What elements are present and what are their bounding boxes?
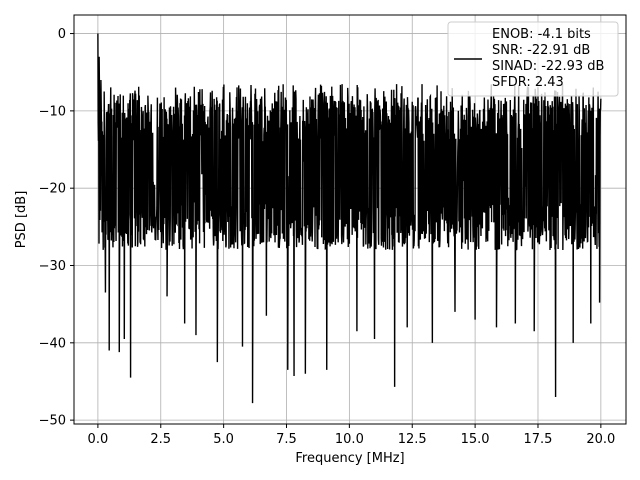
y-tick-label: −50 — [39, 414, 66, 429]
x-tick-label: 15.0 — [461, 432, 490, 447]
plot-frame — [73, 14, 627, 425]
x-tick-label: 2.5 — [150, 432, 171, 447]
y-axis-ticks: 0 −10 −20 −30 −40 −50 — [39, 27, 74, 429]
legend-entry-enob: ENOB: -4.1 bits — [492, 27, 591, 42]
legend: ENOB: -4.1 bits SNR: -22.91 dB SINAD: -2… — [447, 21, 619, 97]
legend-entry-snr: SNR: -22.91 dB — [492, 43, 590, 58]
x-tick-label: 17.5 — [524, 432, 553, 447]
x-tick-label: 5.0 — [213, 432, 234, 447]
x-tick-label: 12.5 — [398, 432, 427, 447]
x-tick-label: 20.0 — [586, 432, 615, 447]
y-tick-label: −30 — [39, 259, 66, 274]
legend-box — [447, 21, 619, 97]
y-tick-label: −10 — [39, 104, 66, 119]
y-tick-label: 0 — [58, 27, 66, 42]
x-axis-ticks: 0.0 2.5 5.0 7.5 10.0 12.5 15.0 17.5 20.0 — [88, 424, 615, 447]
x-tick-label: 7.5 — [276, 432, 297, 447]
legend-entry-sinad: SINAD: -22.93 dB — [492, 59, 604, 74]
y-tick-label: −40 — [39, 336, 66, 351]
y-axis-label: PSD [dB] — [14, 191, 29, 249]
legend-entry-sfdr: SFDR: 2.43 — [492, 75, 564, 90]
psd-trace-group — [97, 33, 602, 404]
x-tick-label: 0.0 — [88, 432, 109, 447]
x-axis-label: Frequency [MHz] — [295, 451, 404, 466]
y-tick-label: −20 — [39, 182, 66, 197]
x-tick-label: 10.0 — [335, 432, 364, 447]
psd-trace — [97, 33, 602, 404]
